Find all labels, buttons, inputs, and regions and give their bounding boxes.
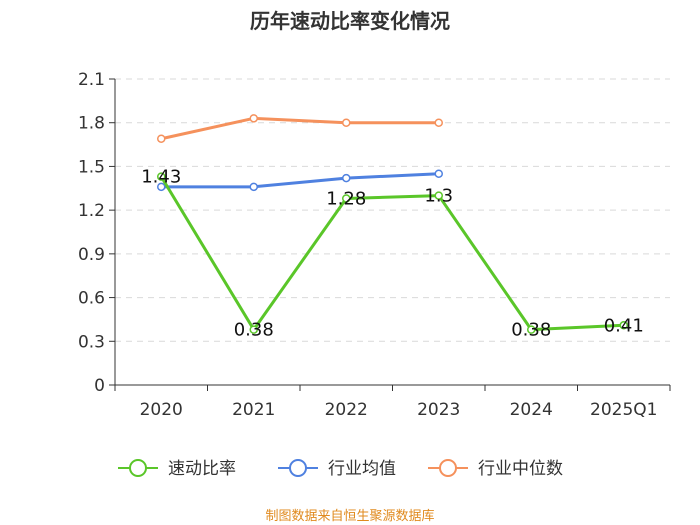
series-line	[160, 116, 439, 141]
data-label: 1.28	[326, 188, 366, 209]
legend-label: 速动比率	[168, 459, 236, 479]
series-line	[159, 175, 624, 332]
legend-item[interactable]: 速动比率	[118, 459, 236, 479]
legend-item[interactable]: 行业均值	[278, 459, 396, 479]
data-point	[434, 118, 443, 127]
x-tick-label: 2020	[140, 400, 183, 420]
data-point	[342, 194, 351, 203]
data-point	[342, 173, 351, 183]
data-point	[157, 134, 166, 143]
x-tick-label: 2025Q1	[590, 400, 657, 420]
legend-marker	[289, 459, 307, 477]
data-label: 1.3	[424, 186, 453, 207]
y-tick-label: 2.1	[78, 70, 105, 90]
source-note: 制图数据来自恒生聚源数据库	[265, 508, 434, 524]
legend-item[interactable]: 行业中位数	[428, 459, 563, 479]
data-point	[249, 114, 258, 123]
legend[interactable]: 速动比率 行业均值 行业中位数	[118, 459, 563, 479]
y-tick-label: 1.5	[78, 157, 105, 177]
data-point	[434, 169, 443, 178]
x-tick-label: 2021	[232, 400, 275, 420]
data-label: 1.43	[141, 167, 181, 188]
y-tick-label: 0	[94, 376, 105, 396]
x-tick-label: 2023	[417, 400, 460, 420]
data-point	[527, 325, 536, 334]
data-label: 0.41	[604, 315, 644, 336]
data-labels: 1.43 0.38 1.28 1.3 0.38 0.41	[141, 167, 644, 341]
x-tick-label: 2022	[325, 400, 368, 420]
data-point	[157, 172, 166, 181]
data-point	[249, 182, 258, 192]
chart-title: 历年速动比率变化情况	[250, 9, 450, 33]
series-layer	[157, 114, 628, 334]
x-tick-label: 2024	[510, 400, 553, 420]
y-tick-label: 0.6	[78, 289, 105, 309]
grid	[115, 78, 670, 342]
legend-label: 行业中位数	[478, 459, 563, 479]
series-line	[161, 172, 439, 189]
data-point	[434, 191, 443, 200]
y-axis: 0 0.3 0.6 0.9 1.2 1.5 1.8 2.1	[78, 70, 116, 396]
data-point	[342, 118, 351, 127]
legend-marker	[439, 459, 457, 477]
y-tick-label: 1.8	[78, 114, 105, 134]
x-axis: 2020 2021 2022 2023 2024 2025Q1	[114, 384, 671, 420]
data-point	[157, 182, 166, 192]
data-label: 0.38	[234, 320, 274, 341]
data-point	[619, 321, 628, 330]
legend-marker	[129, 459, 147, 477]
y-tick-label: 0.9	[78, 245, 105, 265]
legend-label: 行业均值	[328, 459, 396, 479]
data-label: 0.38	[511, 320, 551, 341]
y-tick-label: 1.2	[78, 201, 105, 221]
data-point	[249, 325, 258, 334]
y-tick-label: 0.3	[78, 332, 105, 352]
